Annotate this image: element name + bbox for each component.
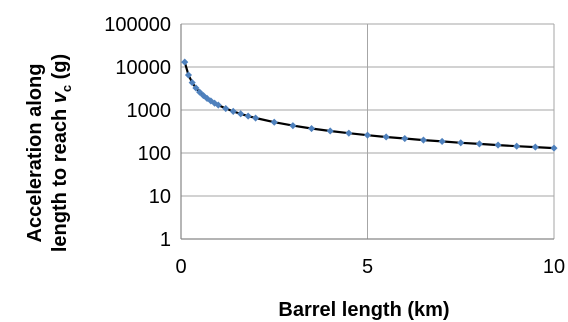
data-point — [494, 141, 502, 149]
y-tick-label: 10 — [149, 186, 171, 208]
data-point — [237, 110, 245, 118]
data-point — [419, 136, 428, 144]
data-point — [363, 131, 372, 139]
y-tick-label: 1000 — [127, 100, 172, 122]
y-tick-label: 100000 — [104, 14, 171, 36]
data-point — [307, 124, 316, 133]
data-point — [438, 137, 446, 145]
data-point — [289, 122, 297, 130]
data-series — [181, 58, 558, 152]
y-axis-title-line1: Acceleration along — [24, 64, 46, 243]
data-point — [401, 134, 409, 143]
y-tick-label: 10000 — [115, 57, 171, 79]
data-point — [345, 129, 353, 137]
axes — [180, 24, 554, 240]
data-point — [244, 112, 252, 120]
data-point — [270, 118, 278, 126]
grid — [181, 23, 555, 239]
y-tick-labels: 1 10 100 1000 10000 100000 — [104, 14, 171, 251]
x-axis-title: Barrel length (km) — [278, 299, 449, 321]
data-point — [188, 79, 196, 87]
data-point — [326, 127, 334, 135]
data-point — [531, 143, 539, 151]
data-point — [222, 104, 230, 113]
data-point — [457, 139, 465, 147]
data-point — [382, 133, 390, 141]
data-point — [252, 114, 260, 122]
data-point — [214, 101, 222, 109]
y-tick-label: 1 — [160, 229, 171, 251]
data-point — [229, 107, 237, 115]
x-tick-label: 0 — [175, 256, 186, 278]
data-point — [513, 142, 521, 150]
data-point — [184, 71, 193, 79]
data-point — [550, 144, 558, 152]
x-tick-labels: 0 5 10 — [175, 256, 565, 278]
y-tick-label: 100 — [138, 143, 171, 165]
data-point — [199, 91, 207, 100]
data-point — [196, 88, 204, 96]
x-tick-label: 5 — [362, 256, 373, 278]
data-point — [192, 84, 200, 92]
data-point — [181, 58, 189, 66]
y-axis-title: Acceleration along length to reach vc (g… — [24, 54, 74, 252]
x-tick-label: 10 — [543, 256, 565, 278]
data-point — [475, 140, 483, 148]
y-axis-title-line2: length to reach vc (g) — [49, 54, 74, 252]
